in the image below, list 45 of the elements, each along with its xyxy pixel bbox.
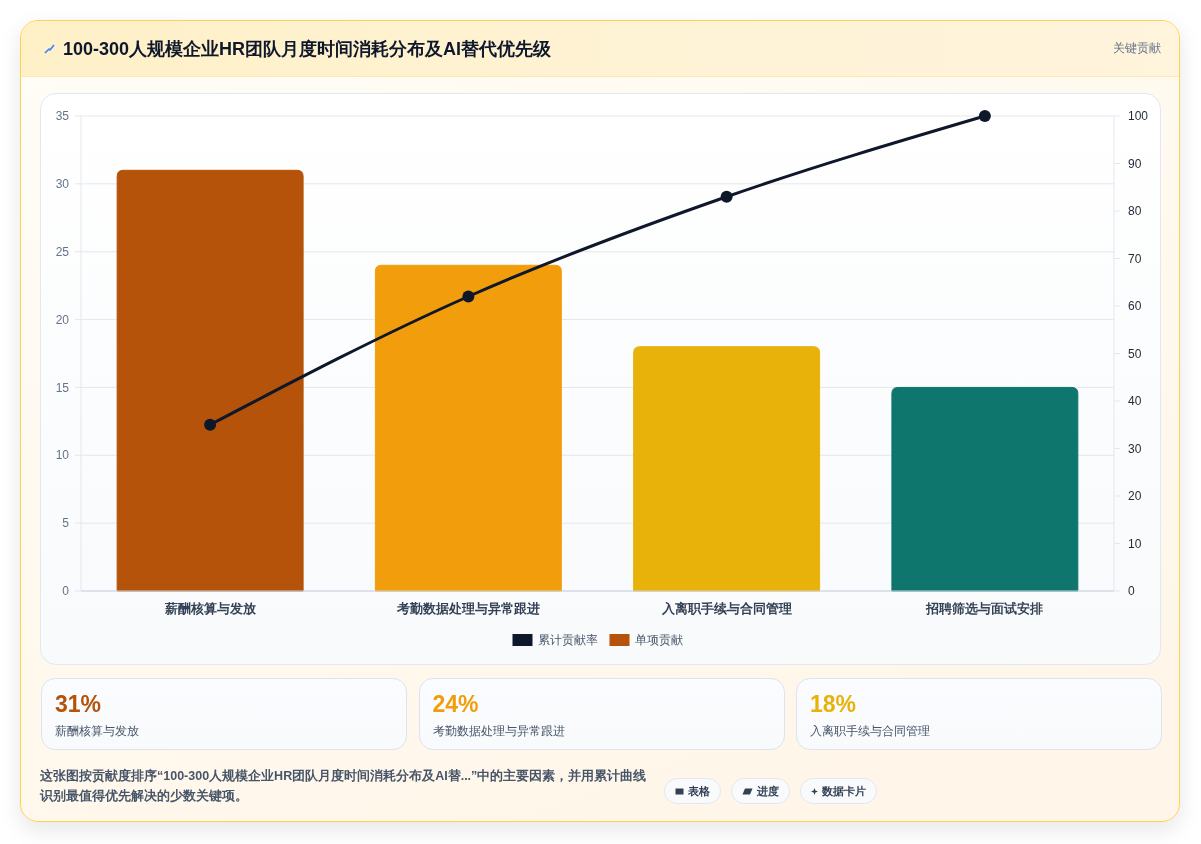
y2-tick-label: 10 — [1128, 536, 1142, 551]
point — [204, 418, 217, 431]
y2-tick-label: 50 — [1128, 346, 1142, 361]
y-tick-label: 5 — [62, 516, 70, 531]
chart-title: 100-300人规模企业HR团队月度时间消耗分布及AI替代优先级 — [63, 39, 552, 59]
x-tick-label: 薪酬核算与发放 — [163, 601, 257, 616]
point — [720, 190, 733, 203]
y-tick-label: 15 — [55, 380, 70, 395]
bar — [116, 169, 304, 592]
legend-label: 累计贡献率 — [537, 633, 598, 648]
x-tick-label: 考勤数据处理与异常跟进 — [395, 602, 540, 616]
text: 进度 — [757, 783, 779, 799]
y2-tick-label: 70 — [1128, 251, 1142, 266]
text: 关键贡献 — [1113, 41, 1161, 55]
text: 18% — [810, 691, 857, 717]
point — [978, 110, 991, 122]
text: 24% — [432, 691, 479, 717]
y2-tick-label: 20 — [1128, 489, 1142, 504]
x-tick-label: 招聘筛选与面试安排 — [925, 601, 1044, 616]
text: 表格 — [688, 783, 710, 799]
x-tick-label: 入离职手续与合同管理 — [660, 601, 792, 616]
text: 这张图按贡献度排序“100-300人规模企业HR团队月度时间消耗分布及AI替...”中的主要因素，并用累计曲线识别最值得优先解决的少数关键项。 — [40, 769, 647, 803]
y2-tick-label: 60 — [1128, 299, 1142, 314]
text: 入离职手续与合同管理 — [810, 724, 930, 738]
bar — [374, 264, 562, 592]
y-tick-label: 20 — [55, 312, 70, 327]
y2-tick-label: 100 — [1128, 109, 1149, 124]
point — [462, 290, 475, 303]
text: 数据卡片 — [822, 783, 866, 799]
y-tick-label: 35 — [55, 109, 70, 124]
y2-tick-label: 0 — [1128, 584, 1135, 599]
y2-tick-label: 30 — [1128, 441, 1142, 456]
y-tick-label: 0 — [62, 584, 70, 599]
legend-label: 单项贡献 — [634, 633, 683, 648]
y2-tick-label: 90 — [1128, 156, 1142, 171]
text: 31% — [55, 691, 102, 717]
y-tick-label: 10 — [55, 448, 70, 463]
y2-tick-label: 40 — [1128, 394, 1142, 409]
text: 薪酬核算与发放 — [55, 724, 139, 738]
y2-tick-label: 80 — [1128, 204, 1142, 219]
y-tick-label: 25 — [55, 244, 70, 259]
text: 考勤数据处理与异常跟进 — [432, 724, 565, 738]
bar — [891, 386, 1079, 592]
y-tick-label: 30 — [55, 177, 70, 192]
bar — [633, 346, 821, 592]
